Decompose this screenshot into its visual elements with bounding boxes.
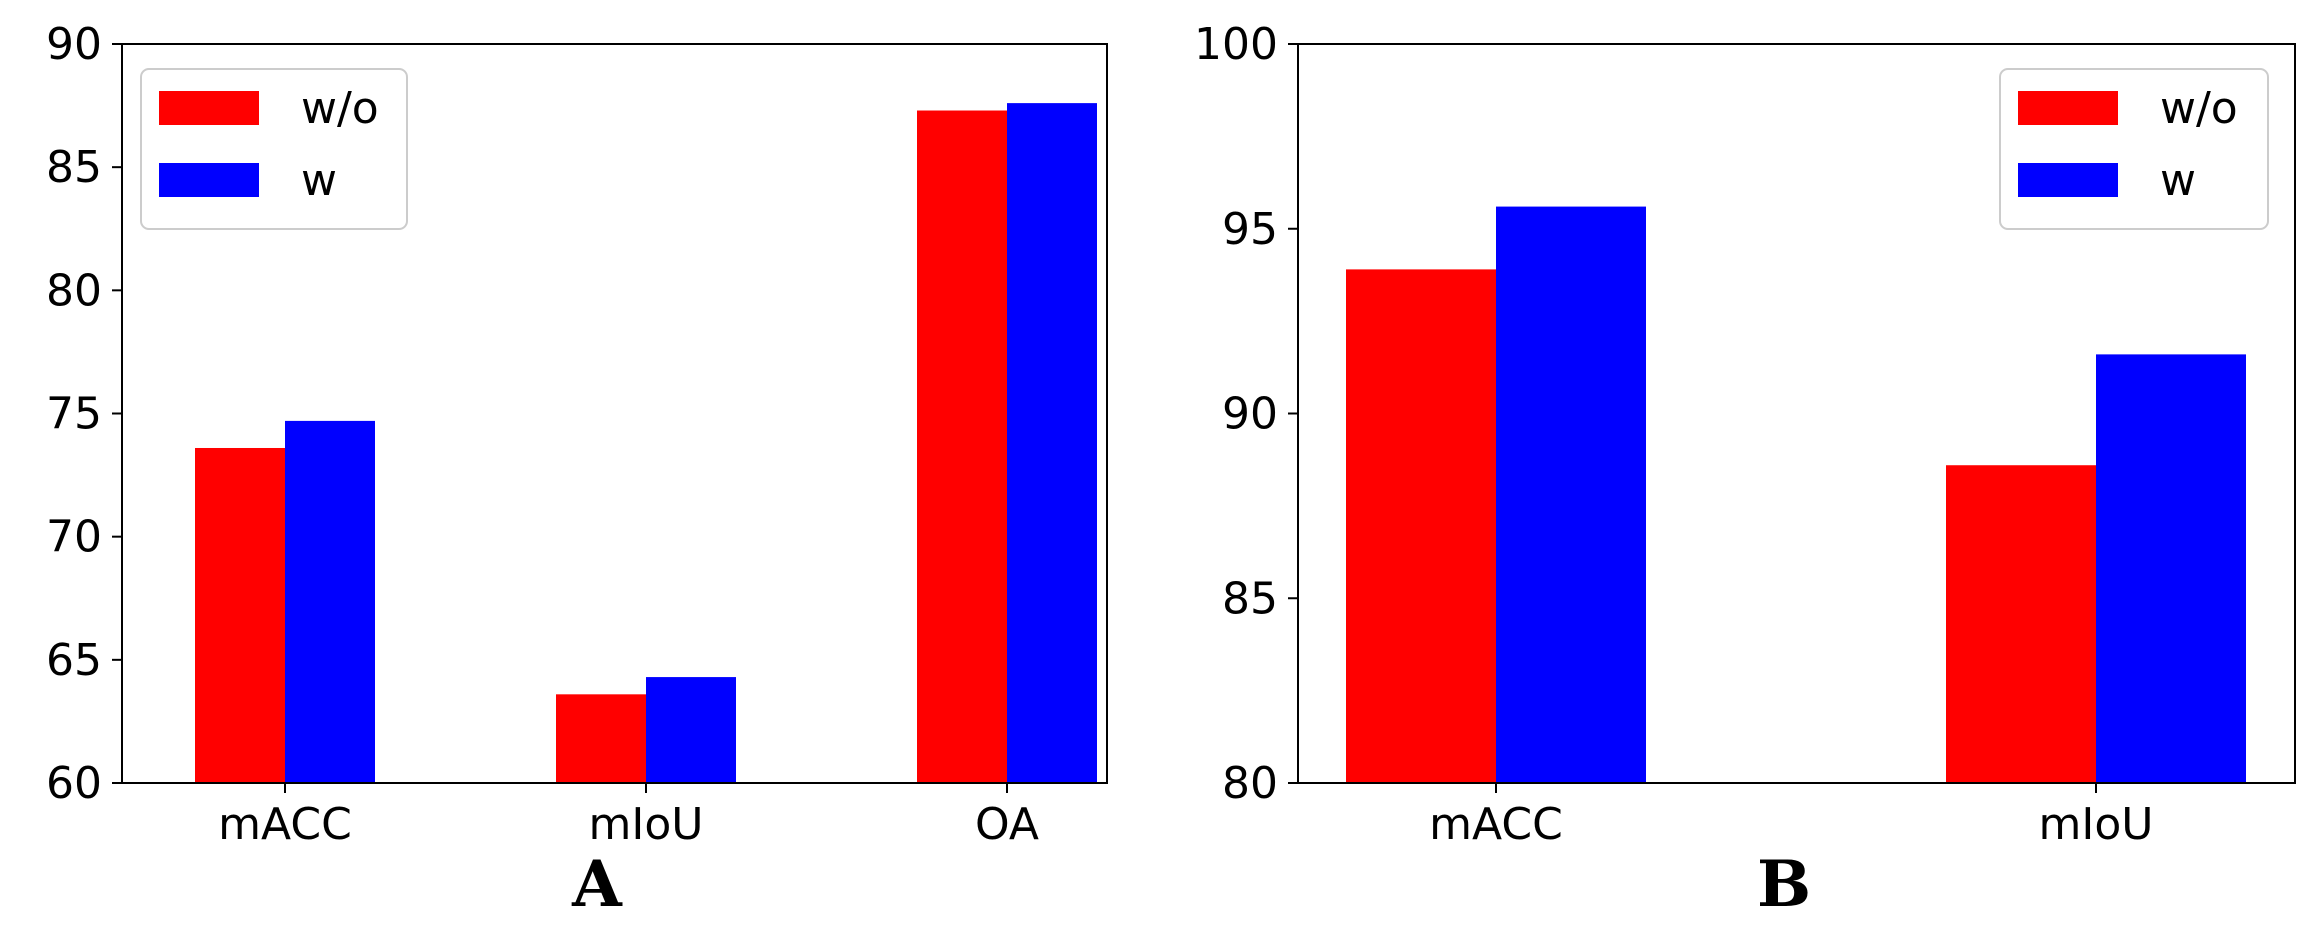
legend: w/o w [1999,68,2269,230]
legend-swatch-wo [2018,91,2118,125]
bar-wo-mIoU [1946,465,2096,783]
bar-w-mACC [285,420,375,783]
x-tick-label: mACC [218,799,352,850]
y-tick-label: 90 [1222,389,1278,440]
y-tick-label: 70 [46,512,102,563]
y-tick-label: 80 [46,265,102,316]
bar-wo-OA [917,110,1007,783]
bar-w-mACC [1496,206,1646,783]
y-tick-label: 80 [1222,758,1278,809]
bar-w-mIoU [2096,354,2246,783]
legend-swatch-wo [159,91,259,125]
legend-swatch-w [2018,163,2118,197]
bar-wo-mIoU [556,694,646,783]
x-tick-label: OA [975,799,1039,850]
legend: w/o w [140,68,408,230]
bar-wo-mACC [195,447,285,783]
y-tick-label: 75 [46,389,102,440]
bar-wo-mACC [1346,269,1496,783]
legend-label-w: w [301,155,337,206]
legend-swatch-w [159,163,259,197]
y-tick-label: 85 [46,142,102,193]
legend-label-w: w [2160,155,2196,206]
y-tick-label: 100 [1194,19,1278,70]
chart-panel-B: mACC mIoU 80 85 90 95 100 w/o w B [1194,19,2296,922]
panel-label: A [571,847,623,922]
legend-label-wo: w/o [2160,83,2238,134]
x-tick-label: mIoU [2039,799,2154,850]
bar-w-OA [1007,103,1097,784]
axes-frame [1297,43,2296,784]
y-tick-label: 60 [46,758,102,809]
axes-frame [121,43,1108,784]
x-tick-label: mIoU [589,799,704,850]
bar-w-mIoU [646,677,736,783]
chart-panel-A: mACC mIoU OA 60 65 70 75 80 85 90 w/o w A [46,19,1108,922]
legend-label-wo: w/o [301,83,379,134]
y-tick-label: 85 [1222,573,1278,624]
y-tick-label: 65 [46,635,102,686]
y-tick-label: 95 [1222,204,1278,255]
x-tick-label: mACC [1429,799,1563,850]
panel-label: B [1757,847,1811,922]
y-tick-label: 90 [46,19,102,70]
